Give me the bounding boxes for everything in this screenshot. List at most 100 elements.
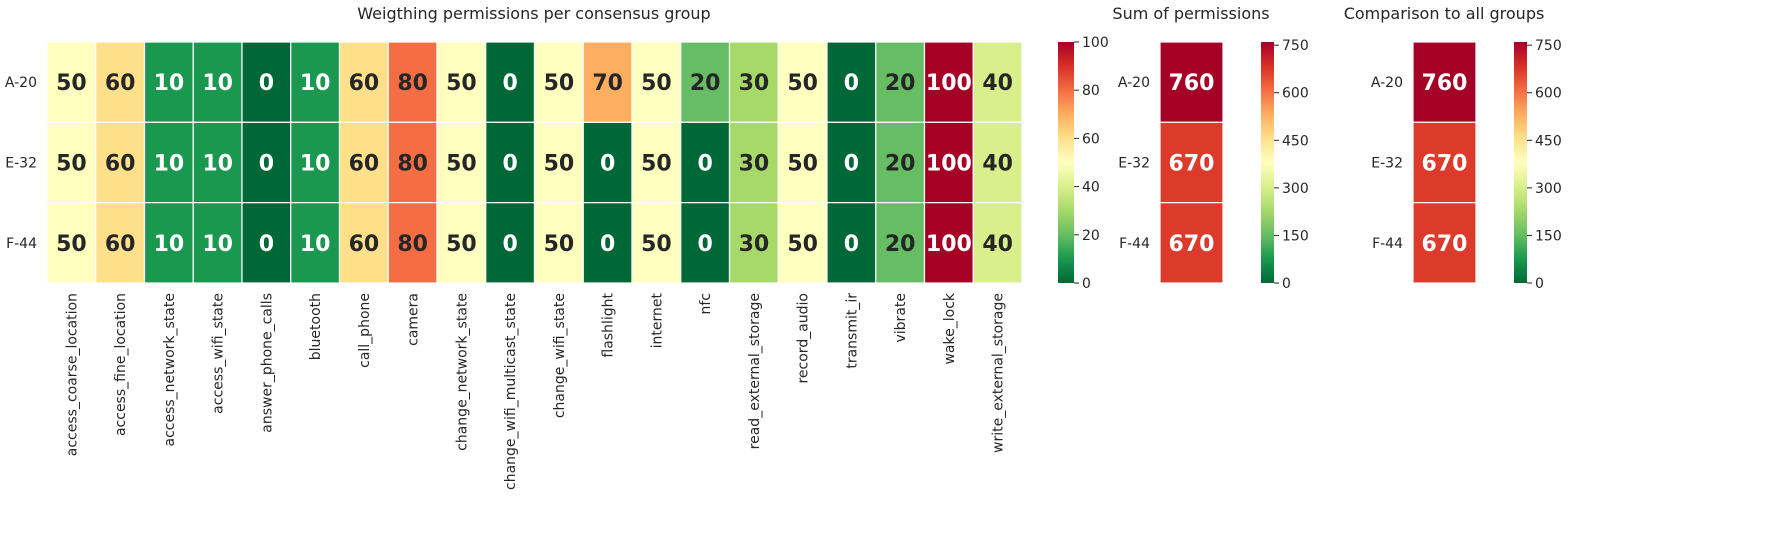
cell-value-label: 10 — [154, 71, 185, 96]
heatmap-cell — [1159, 41, 1224, 123]
cell-value-label: 0 — [844, 71, 859, 96]
row-label: A-20 — [1118, 75, 1150, 91]
cell-value-label: 50 — [56, 71, 87, 96]
heatmap-cell — [972, 121, 1023, 204]
cell-value-label: 10 — [154, 152, 185, 177]
heatmap-cell — [728, 202, 779, 284]
heatmap-cell — [485, 202, 536, 284]
heatmap-cell — [387, 41, 438, 123]
heatmap-cell — [582, 41, 633, 123]
row-label: A-20 — [1371, 75, 1403, 91]
column-label: record_audio — [796, 293, 812, 384]
column-label: access_wifi_state — [211, 293, 227, 414]
cell-value-label: 80 — [397, 152, 428, 177]
colorbar-tick-label: 0 — [1282, 276, 1291, 292]
cell-value-label: 0 — [844, 152, 859, 177]
heatmap-cell — [143, 202, 194, 284]
colorbar-tick-label: 40 — [1082, 180, 1100, 196]
heatmap-cell — [826, 121, 877, 204]
cell-value-label: 30 — [739, 232, 770, 257]
heatmap-panel-1: Weigthing permissions per consensus grou… — [5, 4, 1109, 490]
heatmap-cell — [485, 41, 536, 123]
cell-value-label: 80 — [397, 71, 428, 96]
column-label: transmit_ir — [844, 293, 860, 369]
cell-value-label: 10 — [202, 232, 233, 257]
cell-value-label: 50 — [787, 71, 818, 96]
column-label: camera — [406, 293, 422, 346]
heatmap-cell — [95, 202, 146, 284]
heatmap-cell — [1412, 202, 1477, 284]
colorbar-tick-label: 80 — [1082, 83, 1100, 99]
cell-value-label: 0 — [697, 232, 712, 257]
cell-value-label: 60 — [105, 152, 136, 177]
colorbar-tick-label: 60 — [1082, 131, 1100, 147]
heatmap-cell — [777, 41, 828, 123]
colorbar-tick-label: 300 — [1535, 181, 1562, 197]
heatmap-cell — [387, 121, 438, 204]
column-label: write_external_storage — [991, 293, 1007, 453]
colorbar — [1514, 42, 1527, 283]
column-label: access_fine_location — [113, 293, 129, 436]
heatmap-cell — [436, 121, 487, 204]
colorbar-tick-label: 300 — [1282, 181, 1309, 197]
heatmap-cell — [436, 202, 487, 284]
panel-title: Sum of permissions — [1112, 4, 1269, 23]
cell-value-label: 50 — [56, 232, 87, 257]
cell-value-label: 60 — [105, 232, 136, 257]
heatmap-cell — [143, 121, 194, 204]
heatmap-cell — [46, 41, 97, 123]
cell-value-label: 20 — [885, 152, 916, 177]
cell-value-label: 670 — [1422, 232, 1468, 257]
heatmap-cell — [95, 121, 146, 204]
column-label: answer_phone_calls — [259, 293, 275, 433]
cell-value-label: 20 — [885, 232, 916, 257]
cell-value-label: 10 — [300, 71, 331, 96]
heatmap-cell — [777, 121, 828, 204]
cell-value-label: 80 — [397, 232, 428, 257]
colorbar-tick-label: 0 — [1535, 276, 1544, 292]
cell-value-label: 50 — [787, 152, 818, 177]
cell-value-label: 100 — [926, 71, 972, 96]
row-label: F-44 — [6, 236, 37, 252]
cell-value-label: 10 — [202, 71, 233, 96]
cell-value-label: 10 — [202, 152, 233, 177]
column-label: call_phone — [357, 293, 373, 368]
heatmap-cell — [46, 202, 97, 284]
cell-value-label: 20 — [690, 71, 721, 96]
cell-value-label: 10 — [300, 152, 331, 177]
heatmap-cell — [631, 202, 682, 284]
cell-value-label: 670 — [1422, 152, 1468, 177]
colorbar-tick-label: 750 — [1282, 38, 1309, 54]
cell-value-label: 60 — [105, 71, 136, 96]
cell-value-label: 60 — [349, 232, 380, 257]
heatmap-cell — [143, 41, 194, 123]
cell-value-label: 70 — [592, 71, 623, 96]
cell-value-label: 50 — [56, 152, 87, 177]
colorbar — [1058, 42, 1074, 283]
cell-value-label: 40 — [982, 71, 1013, 96]
cell-value-label: 10 — [154, 232, 185, 257]
column-label: access_coarse_location — [64, 293, 80, 456]
heatmap-cell — [338, 121, 389, 204]
column-label: bluetooth — [308, 293, 324, 360]
cell-value-label: 40 — [982, 152, 1013, 177]
colorbar-tick-label: 450 — [1282, 133, 1309, 149]
cell-value-label: 670 — [1169, 232, 1215, 257]
colorbar-tick-label: 600 — [1282, 86, 1309, 102]
cell-value-label: 670 — [1169, 152, 1215, 177]
cell-value-label: 60 — [349, 71, 380, 96]
panel-title: Comparison to all groups — [1344, 4, 1545, 23]
heatmap-cell — [777, 202, 828, 284]
heatmap-cell — [290, 202, 341, 284]
cell-value-label: 50 — [544, 232, 575, 257]
colorbar-tick-label: 20 — [1082, 228, 1100, 244]
cell-value-label: 760 — [1169, 71, 1215, 96]
column-label: internet — [649, 292, 665, 348]
colorbar-tick-label: 100 — [1082, 35, 1109, 51]
heatmap-cell — [923, 202, 974, 284]
heatmap-cell — [680, 41, 731, 123]
column-label: access_network_state — [162, 293, 178, 447]
heatmap-panel-3: Comparison to all groups 760 670 670 A-20 E-3… — [1344, 4, 1562, 292]
cell-value-label: 0 — [502, 232, 517, 257]
column-label: flashlight — [601, 292, 617, 357]
